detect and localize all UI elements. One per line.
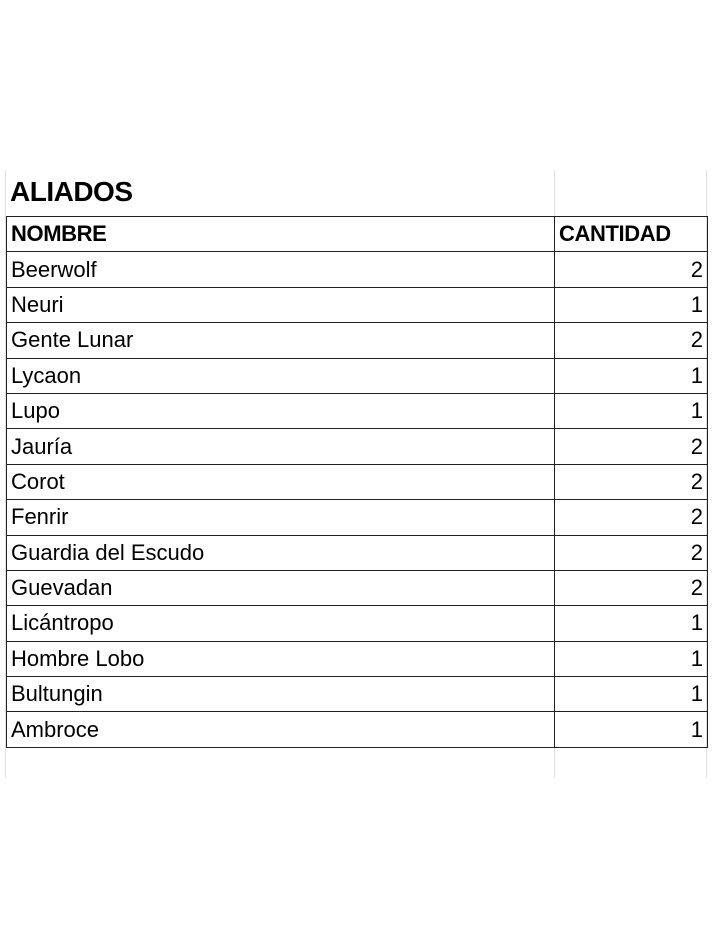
cell-cantidad[interactable]: 2	[554, 463, 708, 501]
table-row: Lupo 1	[6, 392, 708, 430]
cell-cantidad[interactable]: 2	[554, 569, 708, 607]
cell-cantidad[interactable]: 2	[554, 428, 708, 465]
cell-cantidad[interactable]: 1	[554, 286, 708, 324]
table-row: Licántropo 1	[6, 605, 708, 642]
table-row: Jauría 2	[6, 428, 708, 465]
cell-nombre[interactable]: Ambroce	[6, 711, 555, 748]
cell-nombre[interactable]: Gente Lunar	[6, 322, 555, 359]
cell-nombre[interactable]: Beerwolf	[6, 251, 555, 288]
table-row: Hombre Lobo 1	[6, 640, 708, 678]
table-row: Guevadan 2	[6, 569, 708, 607]
cell-nombre[interactable]: Fenrir	[6, 499, 555, 536]
cell-nombre[interactable]: Licántropo	[6, 605, 555, 642]
header-row: NOMBRE CANTIDAD	[6, 215, 708, 253]
cell-cantidad[interactable]: 1	[554, 357, 708, 394]
cell-nombre[interactable]: Guardia del Escudo	[6, 534, 555, 571]
table-row: Ambroce 1	[6, 711, 708, 748]
gridline-left	[5, 170, 6, 778]
cell-cantidad[interactable]: 1	[554, 392, 708, 430]
table-row: Gente Lunar 2	[6, 322, 708, 359]
cell-cantidad[interactable]: 2	[554, 534, 708, 571]
allies-table: NOMBRE CANTIDAD Beerwolf 2 Neuri 1 Gente Lun…	[6, 215, 708, 748]
table-row: Neuri 1	[6, 286, 708, 324]
table-row: Bultungin 1	[6, 676, 708, 713]
table-row: Beerwolf 2	[6, 251, 708, 288]
cell-cantidad[interactable]: 1	[554, 605, 708, 642]
table-row: Fenrir 2	[6, 499, 708, 536]
table-row: Corot 2	[6, 463, 708, 501]
cell-nombre[interactable]: Bultungin	[6, 676, 555, 713]
table-row: Lycaon 1	[6, 357, 708, 394]
cell-nombre[interactable]: Guevadan	[6, 569, 555, 607]
cell-nombre[interactable]: Lupo	[6, 392, 555, 430]
table-row: Guardia del Escudo 2	[6, 534, 708, 571]
cell-cantidad[interactable]: 1	[554, 711, 708, 748]
cell-nombre[interactable]: Lycaon	[6, 357, 555, 394]
cell-nombre[interactable]: Hombre Lobo	[6, 640, 555, 678]
header-cantidad[interactable]: CANTIDAD	[554, 215, 708, 253]
cell-cantidad[interactable]: 1	[554, 640, 708, 678]
cell-nombre[interactable]: Jauría	[6, 428, 555, 465]
cell-nombre[interactable]: Neuri	[6, 286, 555, 324]
cell-cantidad[interactable]: 2	[554, 251, 708, 288]
cell-cantidad[interactable]: 2	[554, 322, 708, 359]
sheet-title: ALIADOS	[10, 176, 133, 207]
cell-nombre[interactable]: Corot	[6, 463, 555, 501]
cell-cantidad[interactable]: 2	[554, 499, 708, 536]
header-nombre[interactable]: NOMBRE	[6, 215, 555, 253]
cell-cantidad[interactable]: 1	[554, 676, 708, 713]
